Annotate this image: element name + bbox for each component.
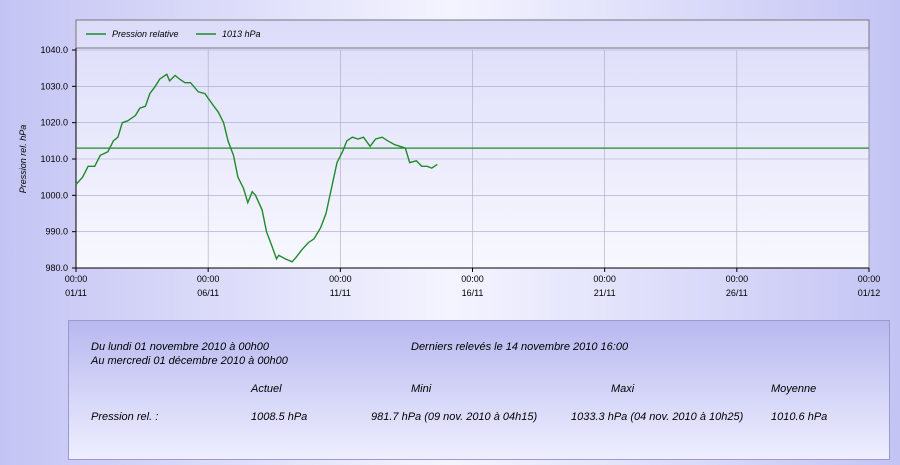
x-tick-label: 00:00 <box>726 274 749 284</box>
period-to: Au mercredi 01 décembre 2010 à 00h00 <box>91 355 288 367</box>
header: Actuel <box>251 383 282 395</box>
x-tick-label: 21/11 <box>594 288 616 298</box>
header: Moyenne <box>771 383 817 395</box>
y-tick-label: 1000.0 <box>40 190 68 200</box>
x-tick-label: 11/11 <box>330 288 351 298</box>
x-tick-label: 00:00 <box>858 274 881 284</box>
cell: 1010.6 hPa <box>771 411 828 423</box>
series-line <box>75 73 438 263</box>
chart: Pression rel. hPa 980.0 990.0 1000.0 1010.0… <box>18 19 881 298</box>
legend-label: Pression relative <box>112 29 179 39</box>
header: Mini <box>411 383 432 395</box>
x-tick-label: 16/11 <box>462 288 484 298</box>
x-tick-label: 26/11 <box>726 288 748 298</box>
cell: 1033.3 hPa (04 nov. 2010 à 10h25) <box>571 411 744 423</box>
y-axis-title: Pression rel. hPa <box>18 125 28 194</box>
x-tick-label: 00:00 <box>197 274 220 284</box>
y-tick-label: 980.0 <box>45 263 68 273</box>
last-reading: Derniers relevés le 14 novembre 2010 16:… <box>411 341 629 353</box>
summary-panel: Du lundi 01 novembre 2010 à 00h00 Au mer… <box>68 320 890 460</box>
cell: 1008.5 hPa <box>251 411 308 423</box>
x-tick-label: 06/11 <box>197 288 219 298</box>
legend-label: 1013 hPa <box>222 29 261 39</box>
y-tick-label: 1010.0 <box>40 154 68 164</box>
y-tick-label: 1040.0 <box>40 45 68 55</box>
y-tick-label: 1030.0 <box>40 81 68 91</box>
x-tick-label: 01/11 <box>65 288 87 298</box>
cell: 981.7 hPa (09 nov. 2010 à 04h15) <box>371 411 538 423</box>
y-tick-label: 1020.0 <box>40 118 68 128</box>
x-tick-label: 00:00 <box>329 274 352 284</box>
x-tick-label: 01/12 <box>858 288 881 298</box>
row-label: Pression rel. : <box>91 411 159 423</box>
period-from: Du lundi 01 novembre 2010 à 00h00 <box>91 341 269 353</box>
header: Maxi <box>611 383 635 395</box>
x-tick-label: 00:00 <box>461 274 484 284</box>
x-tick-label: 00:00 <box>593 274 616 284</box>
y-tick-label: 990.0 <box>45 227 68 237</box>
x-tick-label: 00:00 <box>65 274 88 284</box>
